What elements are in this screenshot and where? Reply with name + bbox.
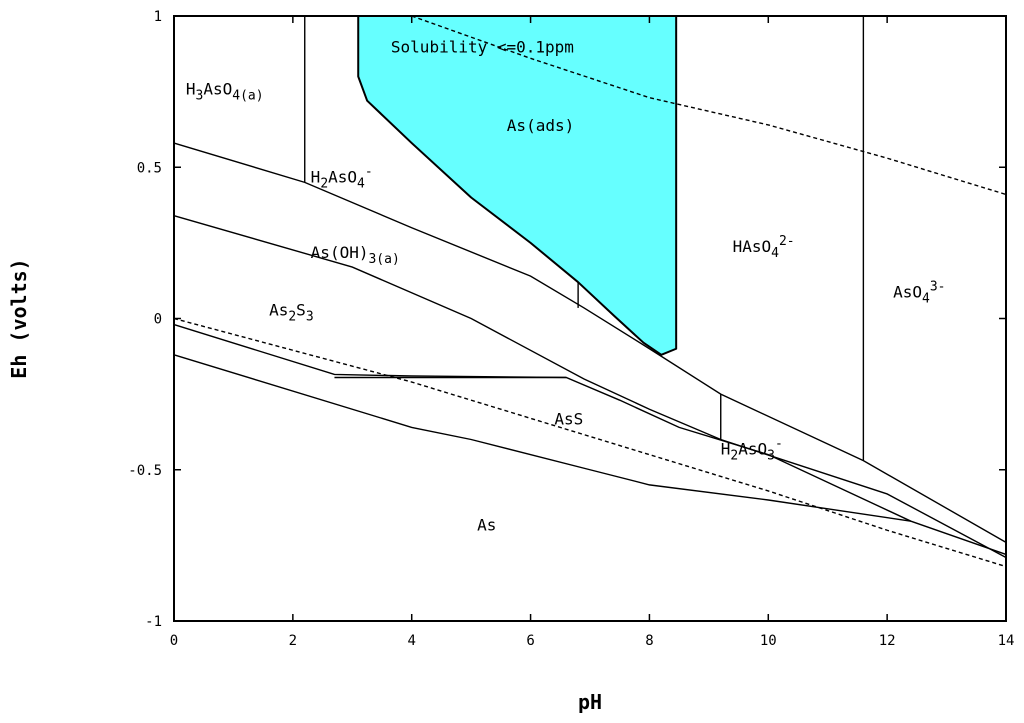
label-aso4: AsO43- [893, 279, 945, 306]
boundary-line-0 [173, 142, 1007, 543]
x-tick-label: 0 [170, 633, 178, 649]
dashed-boundary-10 [173, 317, 1007, 568]
y-tick-label: 0 [154, 312, 162, 328]
label-h2aso3: H2AsO3- [721, 437, 783, 464]
boundary-line-3 [173, 354, 912, 522]
y-tick-label: 0.5 [137, 160, 162, 176]
y-tick-label: -1 [145, 614, 162, 630]
x-tick-label: 2 [289, 633, 297, 649]
x-tick-label: 12 [879, 633, 896, 649]
x-tick-label: 6 [526, 633, 534, 649]
label-as-ads: As(ads) [507, 116, 574, 135]
x-axis-title: pH [578, 690, 602, 714]
label-as2s3: As2S3 [269, 300, 314, 324]
x-tick-label: 10 [760, 633, 777, 649]
label-as: As [477, 515, 496, 534]
label-as-oh3: As(OH)3(a) [311, 243, 400, 267]
region-labels: H3AsO4(a) H2AsO4- As(ads) As(OH)3(a) HAsO42-… [186, 80, 946, 535]
y-tick-label: -0.5 [128, 463, 162, 479]
boundary-lines [173, 15, 1007, 568]
label-h2aso4: H2AsO4- [311, 164, 373, 191]
label-haso4: HAsO42- [733, 234, 795, 261]
axis-ticks: 0 2 4 6 8 10 12 14 1 0.5 0 -0.5 -1 [128, 9, 1014, 649]
boundary-line-2 [173, 323, 1007, 556]
solubility-region-fill [357, 15, 678, 356]
solubility-label: Solubility <=0.1ppm [391, 37, 574, 56]
boundary-line-1 [173, 214, 1007, 559]
y-axis-title: Eh (volts) [7, 258, 31, 378]
y-tick-label: 1 [154, 9, 162, 25]
label-h3aso4: H3AsO4(a) [186, 80, 264, 104]
dashed-boundary-9 [411, 15, 1007, 196]
x-tick-label: 4 [407, 633, 415, 649]
label-ass: AsS [554, 409, 583, 428]
x-tick-label: 14 [998, 633, 1015, 649]
x-tick-label: 8 [645, 633, 653, 649]
solubility-region [357, 15, 678, 356]
